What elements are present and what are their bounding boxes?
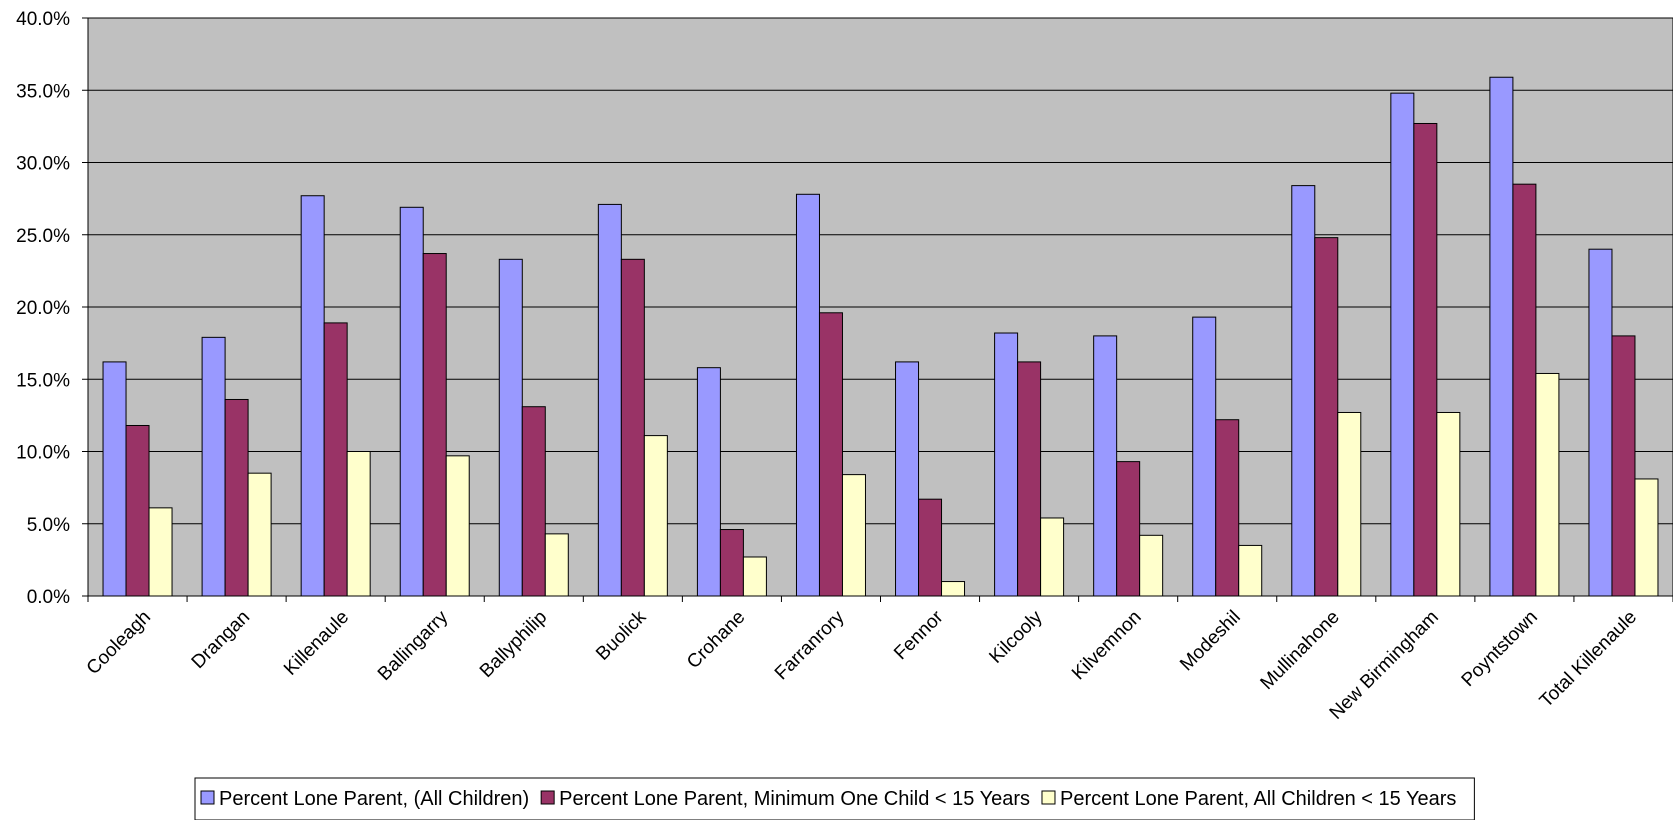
x-category-label: Ballyphilip — [476, 607, 551, 682]
bar — [696, 367, 721, 597]
bar — [1588, 248, 1613, 597]
legend-item: Percent Lone Parent, All Children < 15 Y… — [1041, 788, 1456, 810]
bar — [841, 474, 866, 597]
bar — [620, 258, 645, 597]
bar — [125, 424, 150, 597]
x-category-label: New Birmingham — [1326, 607, 1443, 724]
y-tick-label: 5.0% — [27, 515, 70, 536]
bar — [1116, 461, 1141, 597]
x-category-label: Drangan — [188, 607, 254, 673]
bar — [498, 258, 523, 597]
y-tick-label: 0.0% — [27, 587, 70, 608]
bar — [719, 529, 744, 597]
bars — [102, 76, 1659, 597]
bar — [742, 556, 767, 597]
x-category-label: Buolick — [592, 606, 651, 665]
bar — [1093, 335, 1118, 597]
legend: Percent Lone Parent, (All Children) Perce… — [194, 777, 1475, 820]
bar — [1611, 335, 1636, 597]
bar — [1634, 478, 1659, 597]
bar — [1436, 411, 1461, 597]
bar — [818, 312, 843, 597]
bar — [918, 498, 943, 597]
legend-swatch — [200, 790, 215, 805]
bar — [994, 332, 1019, 597]
bar — [445, 455, 470, 597]
bar — [1040, 517, 1065, 597]
x-category-label: Farranrory — [771, 606, 849, 684]
bar — [422, 253, 447, 597]
bar — [1512, 183, 1537, 597]
axes — [82, 17, 1673, 602]
x-category-label: Fennor — [890, 606, 948, 664]
bar — [148, 507, 173, 597]
y-tick-label: 35.0% — [16, 81, 70, 102]
x-category-label: Crohane — [683, 607, 749, 673]
bar — [300, 195, 325, 597]
legend-item: Percent Lone Parent, Minimum One Child <… — [540, 788, 1030, 810]
bar — [1291, 185, 1316, 597]
bar — [1238, 544, 1263, 597]
bar — [643, 435, 668, 597]
legend-swatch — [540, 790, 555, 805]
x-category-label: Mullinahone — [1257, 607, 1344, 694]
y-tick-label: 25.0% — [16, 226, 70, 247]
y-tick-label: 10.0% — [16, 443, 70, 464]
bar — [1017, 361, 1042, 597]
bar — [1139, 534, 1164, 597]
legend-swatch — [1041, 790, 1056, 805]
bar — [597, 203, 622, 597]
bar — [247, 472, 272, 597]
x-category-label: Cooleagh — [83, 607, 155, 679]
x-category-label: Kilvemnon — [1068, 607, 1146, 685]
y-tick-label: 15.0% — [16, 370, 70, 391]
bar — [224, 398, 249, 597]
x-category-label: Kilcooly — [985, 606, 1046, 667]
bar — [544, 533, 569, 597]
bar — [1314, 237, 1339, 597]
bar — [521, 406, 546, 597]
legend-label: Percent Lone Parent, (All Children) — [219, 788, 529, 810]
bar — [323, 322, 348, 597]
x-category-labels: Cooleagh Drangan Killenaule Ballingarry Ball… — [83, 606, 1641, 724]
x-category-label: Ballingarry — [374, 606, 453, 685]
bar — [346, 451, 371, 597]
bar — [1215, 419, 1240, 597]
x-category-label: Killenaule — [280, 607, 353, 680]
y-tick-label: 40.0% — [16, 9, 70, 30]
x-category-label: Poyntstown — [1458, 607, 1542, 691]
bar — [102, 361, 127, 597]
x-category-label: Total Killenaule — [1536, 607, 1641, 712]
y-tick-labels: 0.0% 5.0% 10.0% 15.0% 20.0% 25.0% 30.0% 35.0% 40… — [16, 9, 70, 608]
x-category-label: Modeshil — [1176, 607, 1245, 676]
legend-box — [194, 777, 1475, 820]
bar — [399, 206, 424, 597]
bar — [1192, 316, 1217, 597]
bar — [795, 193, 820, 597]
bar — [1413, 122, 1438, 597]
legend-label: Percent Lone Parent, Minimum One Child <… — [559, 788, 1030, 810]
y-tick-label: 20.0% — [16, 298, 70, 319]
y-tick-label: 30.0% — [16, 154, 70, 175]
bar — [1337, 411, 1362, 597]
legend-item: Percent Lone Parent, (All Children) — [200, 788, 529, 810]
bar — [941, 581, 966, 597]
bar — [895, 361, 920, 597]
bar — [1489, 76, 1514, 597]
bar — [1535, 372, 1560, 597]
bar — [1390, 92, 1415, 597]
legend-label: Percent Lone Parent, All Children < 15 Y… — [1060, 788, 1456, 810]
bar — [201, 336, 226, 597]
